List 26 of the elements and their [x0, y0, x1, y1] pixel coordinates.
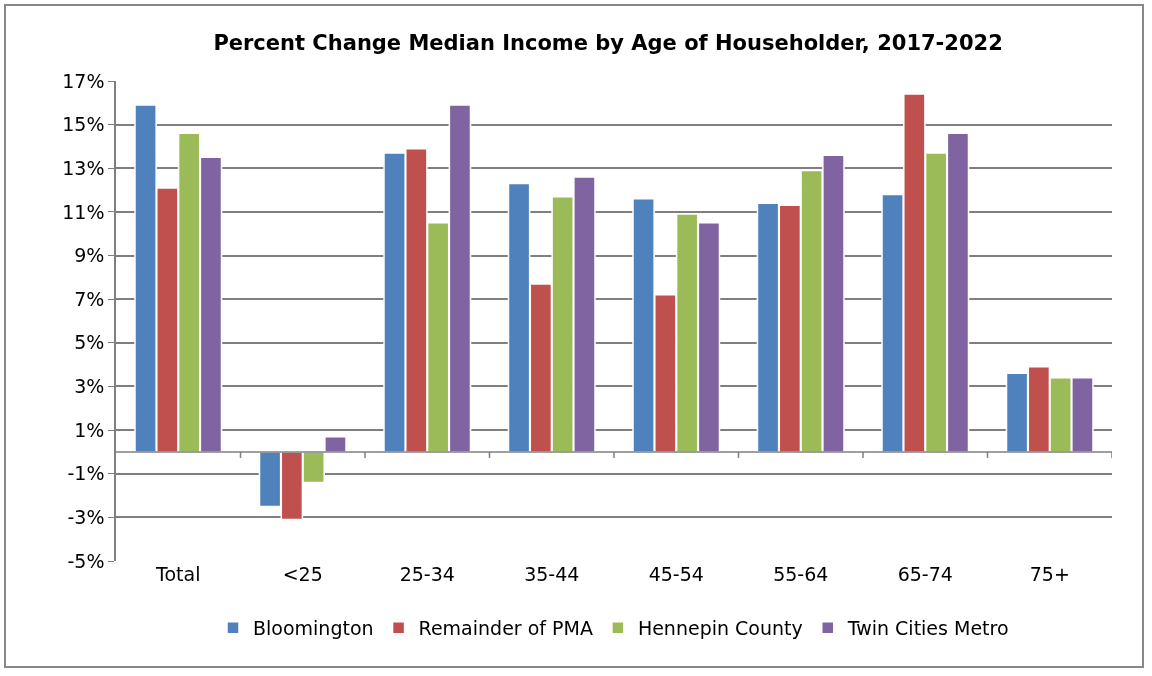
- y-tick-label: 17%: [62, 69, 105, 92]
- legend-label: Hennepin County: [637, 617, 803, 640]
- legend-label: Remainder of PMA: [418, 617, 593, 640]
- x-tick-label: 55-64: [773, 563, 829, 585]
- bar: [324, 435, 347, 453]
- y-tick-label: 15%: [62, 113, 105, 136]
- y-tick-label: -5%: [67, 549, 105, 572]
- y-tick-label: 9%: [74, 244, 105, 267]
- x-tick-label: 75+: [1029, 563, 1070, 585]
- y-tick-label: 3%: [74, 375, 105, 398]
- y-tick-label: 7%: [74, 287, 105, 310]
- x-tick-label: Total: [155, 563, 201, 585]
- x-tick-label: 45-54: [648, 563, 704, 585]
- y-tick-label: 1%: [74, 418, 105, 441]
- y-tick-label: 11%: [62, 200, 105, 223]
- x-tick-label: <25: [282, 563, 323, 585]
- legend-label: Twin Cities Metro: [846, 617, 1009, 640]
- y-tick-label: 5%: [74, 331, 105, 354]
- chart-title: Percent Change Median Income by Age of Householder, 2017-2022: [213, 31, 1003, 56]
- y-tick-label: 13%: [62, 156, 105, 179]
- x-tick-label: 25-34: [399, 563, 455, 585]
- x-tick-label: 65-74: [897, 563, 953, 585]
- y-tick-label: -1%: [67, 462, 105, 485]
- x-tick-label: 35-44: [524, 563, 580, 585]
- legend-label: Bloomington: [253, 617, 374, 640]
- y-tick-label: -3%: [67, 506, 105, 529]
